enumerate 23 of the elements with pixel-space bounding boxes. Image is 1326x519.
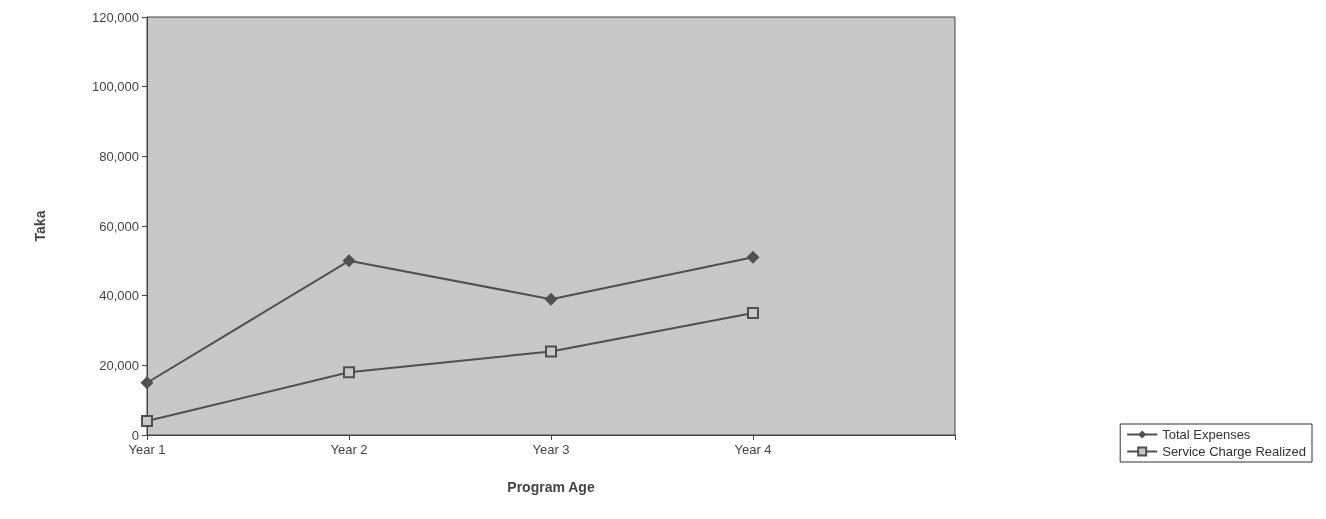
point — [545, 345, 557, 358]
point — [746, 250, 760, 264]
y-tick-label: 20,000 — [99, 357, 139, 373]
x-tick-label: Year 2 — [330, 442, 368, 457]
y-tick-label: 60,000 — [99, 218, 139, 234]
legend-label: Service Charge Realized — [1162, 444, 1306, 459]
x-axis-title: Program Age — [507, 479, 595, 495]
point — [140, 376, 154, 390]
x-tick-label: Year 4 — [734, 442, 772, 457]
point — [342, 254, 356, 268]
y-tick-label: 0 — [131, 427, 139, 443]
x-tick-label: Year 1 — [128, 442, 166, 457]
legend-label: Total Expenses — [1162, 427, 1251, 442]
point — [747, 307, 759, 320]
x-tick-label: Year 3 — [532, 442, 570, 457]
point — [343, 366, 355, 379]
y-tick-label: 100,000 — [92, 79, 139, 95]
y-tick-label: 120,000 — [92, 9, 139, 25]
point — [141, 415, 153, 428]
point — [544, 292, 558, 306]
y-axis-title: Taka — [32, 210, 48, 242]
y-tick-label: 40,000 — [99, 288, 139, 304]
y-tick-label: 80,000 — [99, 148, 139, 164]
